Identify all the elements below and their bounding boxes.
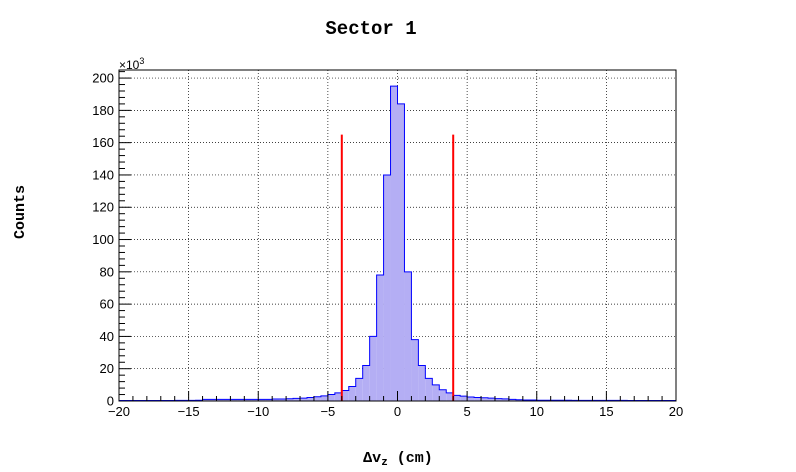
histogram-bar — [237, 399, 245, 401]
histogram-bar — [376, 275, 384, 401]
x-axis-label-subscript: z — [381, 457, 388, 469]
histogram-bar — [244, 399, 252, 401]
histogram-bar — [481, 397, 489, 401]
y-tick-label: 0 — [107, 394, 114, 409]
histogram-bar — [404, 271, 412, 401]
histogram-bar — [369, 336, 377, 401]
histogram-bar — [279, 399, 287, 401]
histogram-bar — [293, 398, 301, 401]
histogram-bar — [202, 399, 210, 401]
y-multiplier-base: ×10 — [119, 58, 140, 72]
histogram-bar — [300, 398, 307, 401]
histogram-bar — [474, 397, 482, 401]
histogram-bar — [258, 399, 266, 401]
histogram-bar — [362, 365, 370, 401]
x-tick-label: 15 — [599, 404, 613, 419]
histogram-bar — [453, 395, 461, 401]
histogram-bar — [501, 398, 509, 401]
histogram-bar — [348, 386, 356, 401]
histogram-bar — [209, 399, 217, 401]
histogram-bar — [383, 174, 391, 401]
histogram-bar — [320, 395, 328, 401]
y-tick-label: 120 — [92, 200, 114, 215]
histogram-bar — [508, 399, 516, 401]
y-tick-label: 100 — [92, 232, 114, 247]
histogram-bar — [467, 396, 475, 401]
y-tick-label: 20 — [100, 361, 114, 376]
histogram-bar — [439, 389, 447, 401]
y-tick-label: 140 — [92, 167, 114, 182]
histogram-bar — [327, 394, 335, 401]
histogram-bar — [515, 399, 523, 401]
x-tick-label: 10 — [530, 404, 544, 419]
histogram-bar — [223, 399, 231, 401]
axis-ticks — [118, 71, 677, 402]
tick-labels: −20 −15 −10 −5 0 5 10 15 20020406080100120140160… — [92, 71, 683, 419]
x-axis-label-symbol: Δv — [363, 450, 381, 467]
x-tick-label: 5 — [464, 404, 471, 419]
y-axis-label: Counts — [12, 185, 29, 239]
cut-lines — [340, 134, 455, 401]
histogram-bar — [355, 378, 363, 401]
histogram-bar — [460, 396, 468, 401]
histogram-bar — [265, 399, 273, 401]
histogram-bar — [334, 392, 342, 401]
x-tick-label: −10 — [247, 404, 269, 419]
histogram-bar — [272, 399, 280, 401]
y-tick-label: 180 — [92, 103, 114, 118]
x-axis-label-unit: (cm) — [397, 450, 433, 467]
y-multiplier-exponent: 3 — [139, 56, 144, 66]
x-tick-label: −5 — [320, 404, 335, 419]
x-axis-label: Δvz (cm) — [363, 450, 433, 469]
histogram-bar — [306, 397, 314, 401]
histogram-bar — [390, 86, 398, 402]
y-multiplier-label: ×103 — [119, 56, 144, 72]
histogram-bars — [119, 86, 676, 402]
y-tick-label: 60 — [100, 297, 114, 312]
histogram-bar — [251, 399, 259, 401]
x-tick-label: −15 — [178, 404, 200, 419]
y-tick-label: 80 — [100, 264, 114, 279]
histogram-bar — [341, 390, 349, 401]
histogram-bar — [397, 103, 405, 401]
x-tick-label: 20 — [669, 404, 683, 419]
y-tick-label: 200 — [92, 71, 114, 86]
x-tick-label: 0 — [394, 404, 401, 419]
histogram-bar — [494, 398, 502, 401]
histogram-outline — [118, 85, 677, 402]
chart-title: Sector 1 — [325, 18, 416, 40]
histogram-bar — [488, 398, 495, 401]
y-tick-label: 40 — [100, 329, 114, 344]
histogram-bar — [432, 384, 440, 401]
histogram-bar — [446, 392, 454, 401]
histogram-bar — [418, 365, 426, 401]
histogram-bar — [230, 399, 238, 401]
histogram-bar — [425, 378, 433, 401]
histogram-bar — [216, 399, 224, 401]
histogram-bar — [313, 396, 321, 401]
histogram-bar — [411, 339, 419, 401]
y-tick-label: 160 — [92, 135, 114, 150]
histogram-bar — [286, 398, 294, 401]
x-tick-label: −20 — [108, 404, 130, 419]
